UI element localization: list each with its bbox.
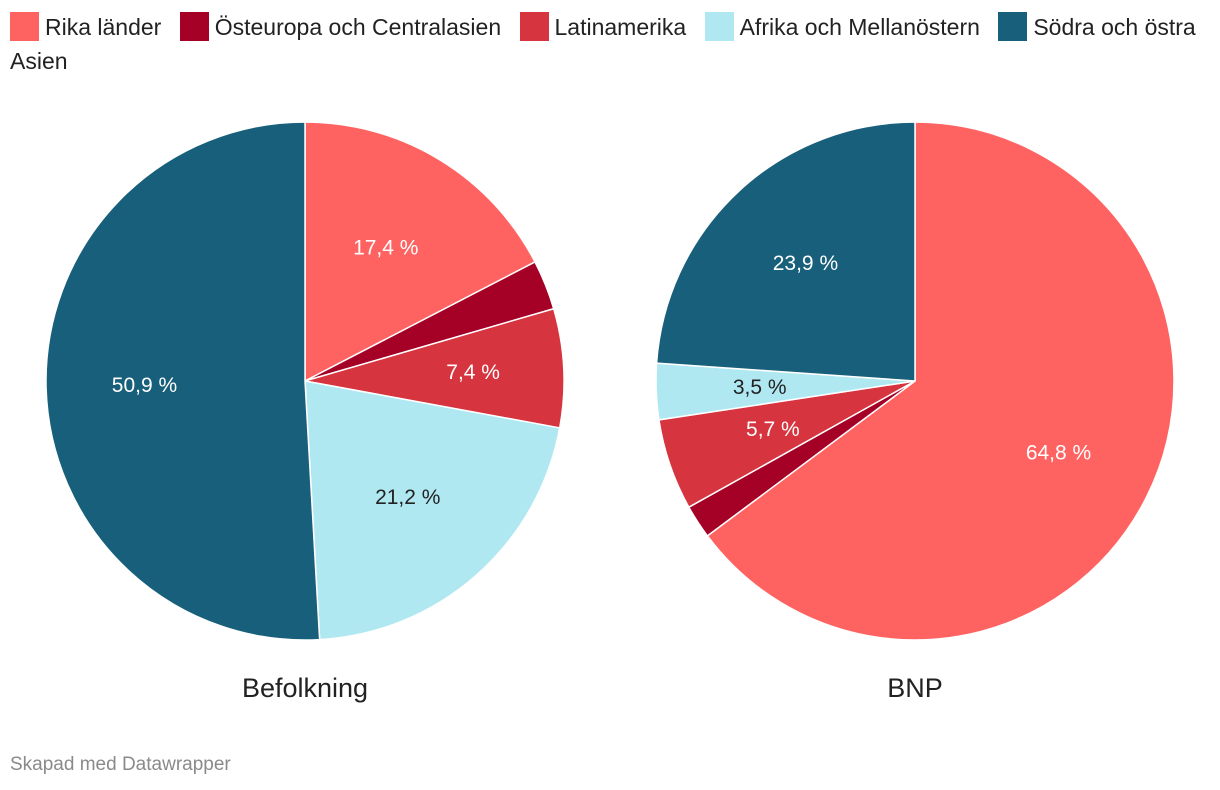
legend-item-latinamerika: Latinamerika <box>519 12 687 41</box>
pie-befolkning: 17,4 % 7,4 % 21,2 % 50,9 % <box>45 121 565 641</box>
legend-label: Latinamerika <box>554 14 687 40</box>
legend-item-sodra-asien: Södra och östra Asien <box>10 12 1196 74</box>
pie-data-label: 64,8 % <box>1026 442 1091 465</box>
pie-slice-bnp-sodra-och-ostra-asien[interactable] <box>655 121 916 382</box>
legend-swatch <box>179 12 209 41</box>
legend-label: Rika länder <box>45 14 162 40</box>
legend-item-osteuropa: Östeuropa och Centralasien <box>179 12 502 41</box>
footer-credit[interactable]: Skapad med Datawrapper <box>10 754 231 775</box>
pie-data-label: 5,7 % <box>746 418 800 441</box>
legend-label: Södra och östra Asien <box>10 14 1196 74</box>
pie-slice-befolkning-sodra-och-ostra-asien[interactable] <box>45 121 321 641</box>
pie-data-label: 21,2 % <box>375 486 440 509</box>
legend-swatch <box>704 12 734 41</box>
legend-label: Östeuropa och Centralasien <box>214 14 502 40</box>
pie-data-label: 23,9 % <box>773 252 838 275</box>
legend-item-afrika: Afrika och Mellanöstern <box>704 12 980 41</box>
legend-swatch <box>519 12 549 41</box>
pie-slice-befolkning-rika-lander[interactable] <box>304 121 536 382</box>
pie-data-label: 17,4 % <box>353 237 418 260</box>
pie-title-befolkning: Befolkning <box>242 673 368 703</box>
pie-data-label: 50,9 % <box>112 374 177 397</box>
pie-slice-befolkning-latinamerika[interactable] <box>304 307 565 429</box>
legend-swatch <box>10 12 39 41</box>
legend-swatch <box>998 12 1028 41</box>
pie-slice-befolkning-afrika-och-mellanostern[interactable] <box>304 380 561 641</box>
pie-title-bnp: BNP <box>887 673 943 703</box>
pie-slice-bnp-rika-lander[interactable] <box>706 121 1175 641</box>
legend-item-rika-lander: Rika länder <box>10 12 162 41</box>
pie-data-label: 3,5 % <box>733 376 787 399</box>
legend: Rika länder Östeuropa och Centralasien L… <box>10 10 1210 78</box>
pie-bnp: 64,8 % 5,7 % 3,5 % 23,9 % <box>655 121 1175 641</box>
pie-data-label: 7,4 % <box>446 361 500 384</box>
legend-label: Afrika och Mellanöstern <box>739 14 980 40</box>
